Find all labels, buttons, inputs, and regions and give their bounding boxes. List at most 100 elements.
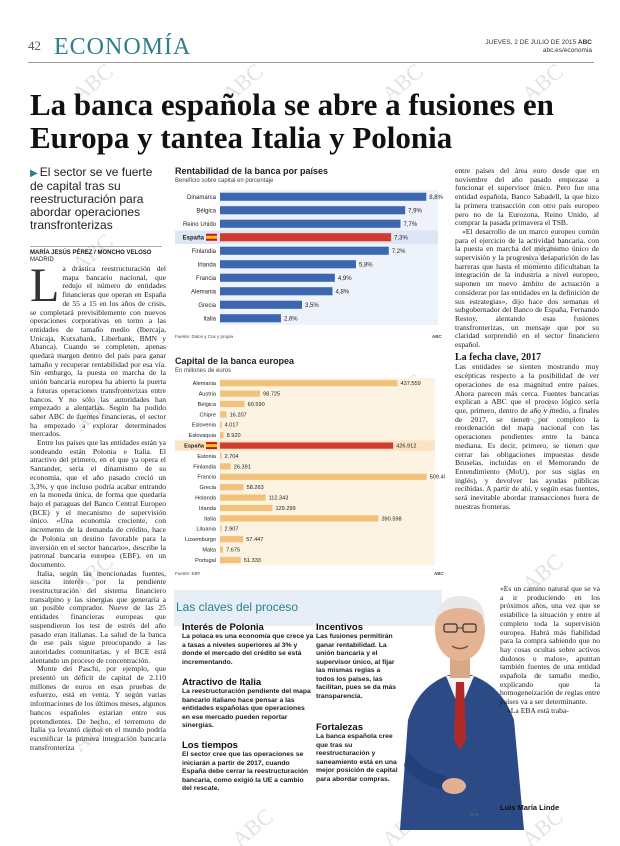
value-label: 426.912 bbox=[396, 443, 416, 449]
byline-city: MADRID bbox=[30, 257, 54, 263]
value-label: 3,5% bbox=[305, 303, 319, 309]
value-label: 51.333 bbox=[244, 558, 261, 564]
bar bbox=[220, 192, 427, 201]
category-label: Bélgica bbox=[196, 209, 216, 215]
photo-caption: Luis María Linde bbox=[500, 803, 560, 812]
spain-flag-stripe bbox=[206, 235, 217, 239]
category-label: Alemania bbox=[193, 381, 217, 387]
chart2-title: Capital de la banca europea bbox=[175, 356, 295, 366]
body-paragraph: Las entidades se sienten mostrando muy e… bbox=[455, 362, 599, 511]
article-column-3: entre países del área euro desde que en … bbox=[455, 166, 599, 511]
value-label: 7,3% bbox=[394, 236, 408, 242]
category-label: Francia bbox=[196, 276, 217, 282]
category-label: Dinamarca bbox=[187, 195, 217, 201]
bar bbox=[220, 484, 244, 491]
summary-text: El sector se ve fuerte de capital tras s… bbox=[30, 165, 153, 232]
chart2-subtitle: En millones de euros bbox=[175, 368, 232, 374]
body-paragraph: Monte dei Paschi, por ejemplo, que prese… bbox=[30, 664, 166, 752]
bar bbox=[220, 504, 273, 512]
value-label: 7.675 bbox=[226, 547, 240, 553]
bar bbox=[220, 380, 398, 387]
category-label: Malta bbox=[202, 547, 217, 553]
clave-heading: Los tiempos bbox=[182, 740, 238, 751]
bar bbox=[220, 525, 222, 532]
category-label: Finlandia bbox=[192, 249, 217, 255]
category-label: Eslovenia bbox=[192, 423, 217, 429]
value-label: 8,8% bbox=[429, 195, 443, 201]
bar bbox=[220, 432, 224, 439]
category-label: Reino Unido bbox=[183, 222, 217, 228]
clave-heading: Fortalezas bbox=[316, 722, 363, 733]
byline: MARÍA JESÚS PÉREZ / MONCHO VELOSO MADRID bbox=[30, 246, 162, 264]
chart2-source: Fuente: EBF bbox=[175, 571, 201, 576]
value-label: 4,9% bbox=[338, 276, 352, 282]
clave-item: Incentivos Las fusiones permitirán ganar… bbox=[316, 622, 398, 701]
body-paragraph: a drástica reestructuración del mapa ban… bbox=[30, 264, 166, 439]
body-paragraph: Entre los países que las entidades están… bbox=[30, 438, 166, 569]
claves-title: Las claves del proceso bbox=[176, 600, 299, 614]
subhead: La fecha clave, 2017 bbox=[455, 351, 542, 363]
dropcap: L bbox=[30, 259, 60, 312]
header-brand: ABC bbox=[577, 39, 592, 46]
body-paragraph: «El desarrollo de un marco europeo común… bbox=[455, 226, 599, 350]
chart2-capital: Alemania 437.559 Austria 98.725 Bélgica 60.59… bbox=[175, 378, 445, 566]
bar bbox=[220, 390, 261, 397]
chart1-profitability: Dinamarca 8,8% Bélgica 7,9% Reino Unido 7,7% E… bbox=[175, 190, 444, 325]
chart1-source: Fuente: Dolce y Cox y propia bbox=[175, 334, 234, 339]
bar bbox=[220, 287, 333, 296]
value-label: 112.343 bbox=[269, 495, 289, 501]
bar bbox=[220, 260, 356, 269]
clave-heading: Atractivo de Italia bbox=[182, 677, 262, 688]
header-rule bbox=[28, 62, 594, 63]
clave-item: Los tiempos El sector cree que las opera… bbox=[182, 740, 314, 794]
bar bbox=[220, 473, 427, 480]
value-label: 60.590 bbox=[248, 402, 265, 408]
bar bbox=[220, 219, 401, 228]
bar bbox=[220, 246, 389, 255]
bar bbox=[220, 314, 281, 323]
spain-flag-stripe bbox=[206, 444, 217, 448]
category-label: Holanda bbox=[195, 495, 217, 501]
value-label: 2.907 bbox=[225, 527, 239, 533]
category-label: Grecia bbox=[200, 485, 217, 491]
value-label: 26.391 bbox=[234, 464, 251, 470]
category-label: Estonia bbox=[197, 454, 217, 460]
category-label: Grecia bbox=[198, 303, 216, 309]
category-label: Portugal bbox=[195, 558, 216, 564]
value-label: 58.263 bbox=[247, 485, 264, 491]
bar bbox=[220, 233, 392, 242]
category-label: Alemania bbox=[191, 290, 217, 296]
value-label: 98.725 bbox=[263, 391, 280, 397]
headline: La banca española se abre a fusiones en … bbox=[30, 87, 554, 155]
value-label: 4,8% bbox=[336, 290, 350, 296]
chart1-title: Rentabilidad de la banca por países bbox=[175, 166, 329, 176]
category-label: Chipre bbox=[200, 412, 216, 418]
bar bbox=[220, 442, 394, 449]
byline-authors: MARÍA JESÚS PÉREZ / MONCHO VELOSO bbox=[30, 250, 152, 256]
clave-item: Fortalezas La banca española cree que tr… bbox=[316, 722, 398, 784]
value-label: 390.598 bbox=[381, 516, 401, 522]
bar bbox=[220, 515, 379, 522]
category-label: España bbox=[183, 236, 205, 242]
category-label: Italia bbox=[204, 516, 217, 522]
header-date: JUEVES, 2 DE JULIO DE 2015 bbox=[485, 39, 577, 46]
bar bbox=[220, 411, 227, 418]
clave-text: Las fusiones permitirán ganar rentabilid… bbox=[316, 633, 397, 700]
category-label: Irlanda bbox=[199, 506, 217, 512]
portrait-photo bbox=[400, 596, 524, 830]
value-label: 5,8% bbox=[359, 263, 373, 269]
category-label: Finlandia bbox=[193, 464, 217, 470]
category-label: Bélgica bbox=[198, 402, 217, 408]
clave-heading: Incentivos bbox=[316, 622, 363, 633]
value-label: 16.207 bbox=[230, 412, 247, 418]
claves-header-band bbox=[174, 590, 442, 626]
triangle-bullet-icon: ▶ bbox=[30, 168, 38, 179]
value-label: 2.704 bbox=[225, 454, 239, 460]
summary-block: ▶ El sector se ve fuerte de capital tras … bbox=[30, 166, 162, 232]
photo-credit: EFE bbox=[470, 812, 479, 817]
chart1-subtitle: Beneficio sobre capital en porcentaje bbox=[175, 178, 274, 184]
value-label: 4.017 bbox=[225, 423, 239, 429]
value-label: 7,2% bbox=[392, 249, 406, 255]
value-label: 129.299 bbox=[275, 506, 295, 512]
